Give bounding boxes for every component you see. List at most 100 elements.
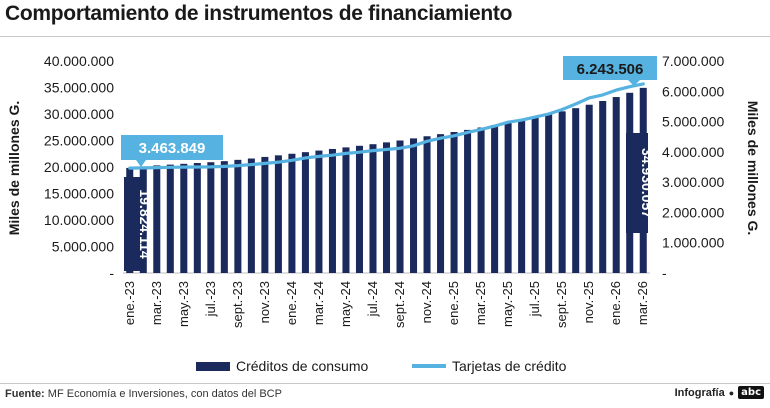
y-left-tick-label: 5.000.000: [52, 239, 114, 255]
source-note: Fuente: MF Economía e Inversiones, con d…: [5, 388, 282, 400]
callout-pointer-first-line: [136, 160, 146, 167]
y-left-tick-label: 10.000.000: [44, 212, 114, 228]
bar-creditos-nov.-25: [585, 104, 593, 273]
x-tick-label: sept.-24: [392, 281, 407, 328]
callout-box-first-line: [121, 135, 223, 160]
x-tick-label: ene.-23: [122, 281, 137, 325]
bar-creditos-mar.-24: [315, 150, 323, 273]
bullet-icon: ●: [728, 387, 735, 398]
footer-divider: [0, 383, 770, 384]
bar-creditos-nov.-24: [423, 136, 431, 273]
bar-creditos-may.-23: [180, 163, 188, 273]
bar-creditos-jun.-24: [355, 145, 363, 273]
financing-chart: - 5.000.000 10.000.000 15.000.000 20.000.000…: [6, 53, 761, 374]
title-divider: [0, 36, 770, 37]
callout-first-bar-value: 19.824.114: [137, 189, 153, 259]
bar-creditos-abr.-25: [491, 125, 499, 273]
y-right-tick-label: 1.000.000: [662, 235, 724, 251]
x-tick-label: may.-24: [338, 281, 353, 327]
x-tick-label: mar.-24: [311, 281, 326, 325]
bar-creditos-jul.-23: [207, 162, 215, 273]
bar-creditos-oct.-25: [572, 108, 580, 273]
bar-creditos-mar.-23: [153, 165, 161, 273]
x-tick-label: ene.-24: [284, 281, 299, 325]
bar-creditos-dic.-25: [599, 101, 607, 273]
y-left-tick-label: 15.000.000: [44, 186, 114, 202]
callout-box-first-bar: [124, 177, 146, 271]
bar-creditos-sept.-23: [234, 159, 242, 273]
x-tick-label: mar.-25: [473, 281, 488, 325]
page-title: Comportamiento de instrumentos de financ…: [5, 2, 513, 25]
y-right-tick-label: -: [662, 265, 667, 281]
x-tick-label: nov.-23: [257, 281, 272, 323]
bar-creditos-oct.-24: [410, 138, 418, 273]
bar-creditos-mar.-25: [477, 127, 485, 273]
x-tick-label: may.-23: [176, 281, 191, 327]
x-tick-label: sept.-25: [554, 281, 569, 328]
x-tick-label: jul.-23: [203, 281, 218, 317]
x-tick-label: ene.-26: [608, 281, 623, 325]
y-right-tick-label: 4.000.000: [662, 144, 724, 160]
x-tick-label: ene.-25: [446, 281, 461, 325]
bar-creditos-feb.-25: [464, 129, 472, 273]
source-label: Fuente:: [5, 388, 45, 400]
x-tick-label: jul.-24: [365, 281, 380, 317]
legend-label-bars: Créditos de consumo: [236, 358, 369, 374]
bar-creditos-may.-25: [504, 122, 512, 273]
callout-box-last-bar: [626, 133, 648, 233]
source-text: MF Economía e Inversiones, con datos del…: [47, 388, 282, 400]
y-left-tick-label: 40.000.000: [44, 53, 114, 69]
x-tick-label: mar.-26: [635, 281, 650, 325]
bar-creditos-ago.-23: [220, 161, 228, 273]
bar-creditos-abr.-24: [328, 148, 336, 273]
y-right-tick-label: 6.000.000: [662, 83, 724, 99]
callout-box-last-line: [563, 56, 657, 80]
y-axis-label-right: Miles de millones G.: [745, 101, 761, 236]
bar-creditos-dic.-23: [274, 155, 282, 273]
bar-creditos-ene.-24: [288, 153, 296, 273]
bar-creditos-oct.-23: [247, 158, 255, 273]
bar-creditos-may.-24: [342, 147, 350, 273]
y-right-tick-label: 2.000.000: [662, 204, 724, 220]
bar-creditos-jul.-24: [369, 144, 377, 273]
abc-logo: abc: [738, 386, 764, 399]
callout-last-bar-value: 34.930.057: [639, 148, 655, 218]
y-axis-label-left: Miles de millones G.: [6, 101, 22, 236]
bar-creditos-feb.-24: [301, 152, 309, 273]
y-left-tick-label: 20.000.000: [44, 159, 114, 175]
bar-creditos-nov.-23: [261, 156, 269, 273]
callout-pointer-last-line: [628, 80, 640, 86]
bar-creditos-abr.-23: [166, 164, 174, 273]
y-right-tick-label: 5.000.000: [662, 114, 724, 130]
x-tick-label: nov.-25: [581, 281, 596, 323]
legend-label-line: Tarjetas de crédito: [452, 358, 567, 374]
credit: Infografía ● abc: [675, 386, 764, 399]
bar-creditos-ago.-24: [382, 142, 391, 273]
y-left-tick-label: 35.000.000: [44, 80, 114, 96]
y-left-tick-label: 30.000.000: [44, 106, 114, 122]
legend: Créditos de consumo Tarjetas de crédito: [196, 358, 567, 374]
y-right-tick-label: 7.000.000: [662, 53, 724, 69]
bar-creditos-jun.-25: [518, 119, 526, 273]
bar-creditos-ene.-25: [450, 132, 458, 273]
x-tick-label: may.-25: [500, 281, 515, 327]
x-tick-label: sept.-23: [230, 281, 245, 328]
bar-creditos-ago.-25: [545, 114, 553, 273]
callout-last-line-value: 6.243.506: [577, 61, 644, 78]
bar-creditos-jun.-23: [193, 163, 201, 273]
bar-creditos-sept.-25: [558, 111, 566, 273]
bar-creditos-dic.-24: [437, 134, 445, 273]
bar-creditos-jul.-25: [531, 117, 539, 274]
y-left-tick-label: 25.000.000: [44, 133, 114, 149]
legend-swatch-line: [412, 364, 446, 368]
line-tarjetas: [128, 82, 645, 170]
legend-swatch-bars: [196, 362, 230, 371]
y-left-tick-label: -: [109, 265, 114, 281]
credit-text: Infografía: [674, 386, 725, 399]
y-right-tick-label: 3.000.000: [662, 174, 724, 190]
bar-creditos-sept.-24: [396, 140, 404, 273]
x-tick-label: nov.-24: [419, 281, 434, 323]
x-tick-label: jul.-25: [527, 281, 542, 317]
callout-first-line-value: 3.463.849: [139, 140, 206, 157]
bar-creditos-ene.-26: [612, 97, 620, 273]
